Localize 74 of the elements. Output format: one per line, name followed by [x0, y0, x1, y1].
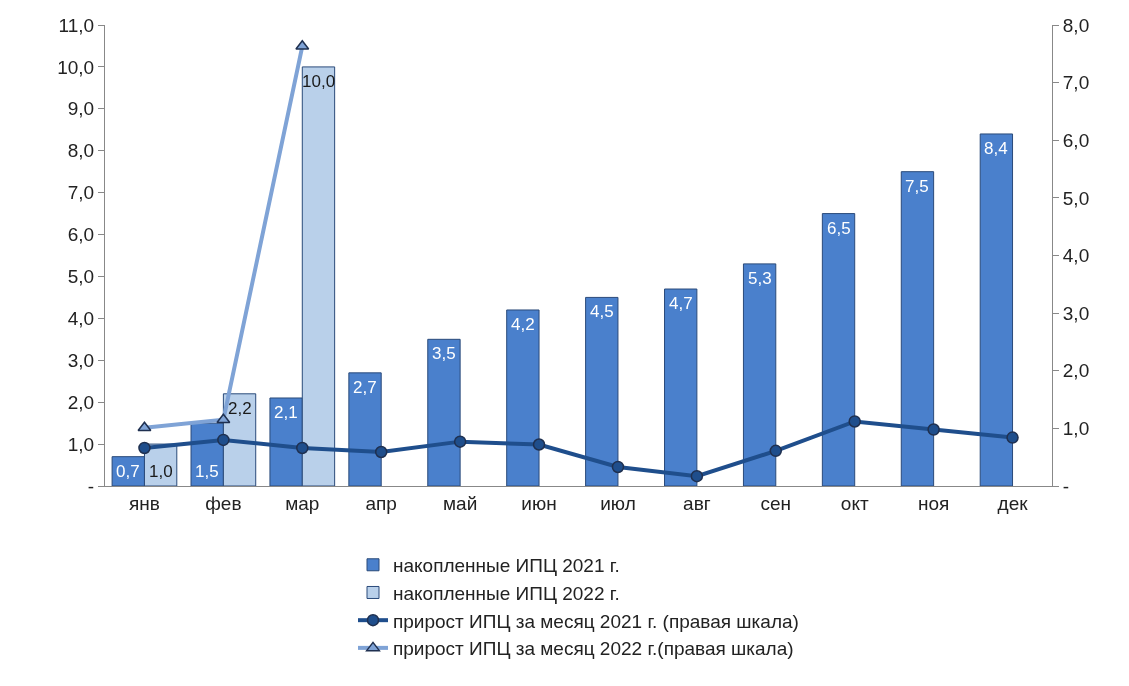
- data-label: 8,4: [984, 139, 1008, 158]
- data-label: 0,7: [116, 462, 140, 481]
- y-tick-label: 10,0: [57, 56, 95, 78]
- point: [769, 444, 783, 458]
- point: [453, 435, 467, 448]
- data-label: 2,1: [274, 403, 298, 422]
- bar: [427, 338, 461, 486]
- x-tick-label: май: [443, 492, 478, 514]
- point: [138, 441, 151, 455]
- y2-tick-label: -: [1062, 475, 1070, 497]
- x-tick-label: июн: [521, 492, 557, 514]
- x-tick-label: сен: [760, 492, 792, 514]
- y-tick-label: 1,0: [67, 433, 95, 455]
- data-label: 1,5: [195, 462, 219, 481]
- y-tick-label: 4,0: [67, 308, 95, 330]
- data-label: 2,2: [228, 399, 252, 418]
- data-label: 1,0: [149, 462, 173, 481]
- y2-tick-label: 2,0: [1062, 360, 1090, 382]
- x-tick-label: авг: [683, 492, 711, 514]
- y-tick-label: 6,0: [67, 224, 95, 246]
- y-tick-label: 11,0: [58, 14, 95, 36]
- y2-tick-label: 7,0: [1062, 72, 1090, 94]
- y-tick-label: 8,0: [67, 140, 95, 162]
- bar: [348, 372, 382, 486]
- y2-tick-label: 4,0: [1062, 245, 1090, 267]
- bar: [900, 171, 935, 486]
- point: [296, 441, 309, 455]
- y2-tick-label: 3,0: [1062, 302, 1090, 324]
- x-tick-label: мар: [285, 492, 320, 514]
- x-tick-label: янв: [129, 492, 160, 514]
- point: [216, 413, 231, 424]
- bar: [664, 288, 698, 486]
- y-tick-label: 7,0: [67, 182, 95, 204]
- point: [374, 445, 388, 459]
- y-tick-label: 5,0: [67, 266, 95, 288]
- data-label: 4,2: [511, 315, 535, 334]
- y2-tick-label: 5,0: [1062, 187, 1090, 209]
- y-tick-label: 3,0: [67, 349, 95, 371]
- y2-tick-label: 1,0: [1062, 418, 1090, 440]
- data-label: 2,7: [353, 378, 377, 397]
- bar: [742, 263, 777, 486]
- x-tick-label: ноя: [917, 492, 950, 514]
- point: [927, 423, 940, 436]
- point: [137, 421, 152, 432]
- x-tick-label: апр: [365, 492, 397, 514]
- data-label: 5,3: [748, 269, 772, 288]
- y-tick-label: -: [87, 475, 95, 497]
- bar: [979, 133, 1014, 486]
- legend-label: накопленные ИПЦ 2021 г.: [393, 555, 620, 577]
- y-tick-label: 9,0: [67, 98, 95, 120]
- point: [217, 433, 230, 447]
- data-label: 4,7: [669, 294, 693, 313]
- y2-tick-label: 8,0: [1062, 14, 1090, 36]
- point: [848, 415, 861, 428]
- x-tick-label: окт: [840, 492, 869, 514]
- data-label: 7,5: [905, 177, 929, 196]
- bar: [821, 213, 856, 486]
- y-tick-label: 2,0: [67, 391, 95, 413]
- x-tick-label: фев: [205, 492, 242, 514]
- legend-label: прирост ИПЦ за месяц 2022 г.(правая шкала): [393, 638, 794, 660]
- x-tick-label: дек: [997, 492, 1029, 514]
- point: [690, 469, 704, 483]
- bar: [585, 296, 619, 486]
- point: [611, 460, 625, 474]
- bar: [506, 309, 540, 486]
- y2-tick-label: 6,0: [1062, 129, 1090, 151]
- data-label: 6,5: [827, 219, 851, 238]
- x-tick-label: июл: [600, 492, 636, 514]
- legend-label: прирост ИПЦ за месяц 2021 г. (правая шкала): [393, 610, 799, 632]
- point: [1006, 431, 1019, 444]
- point: [532, 438, 546, 451]
- data-label: 3,5: [432, 344, 456, 363]
- legend-label: накопленные ИПЦ 2022 г.: [393, 582, 620, 604]
- data-label: 4,5: [590, 302, 614, 321]
